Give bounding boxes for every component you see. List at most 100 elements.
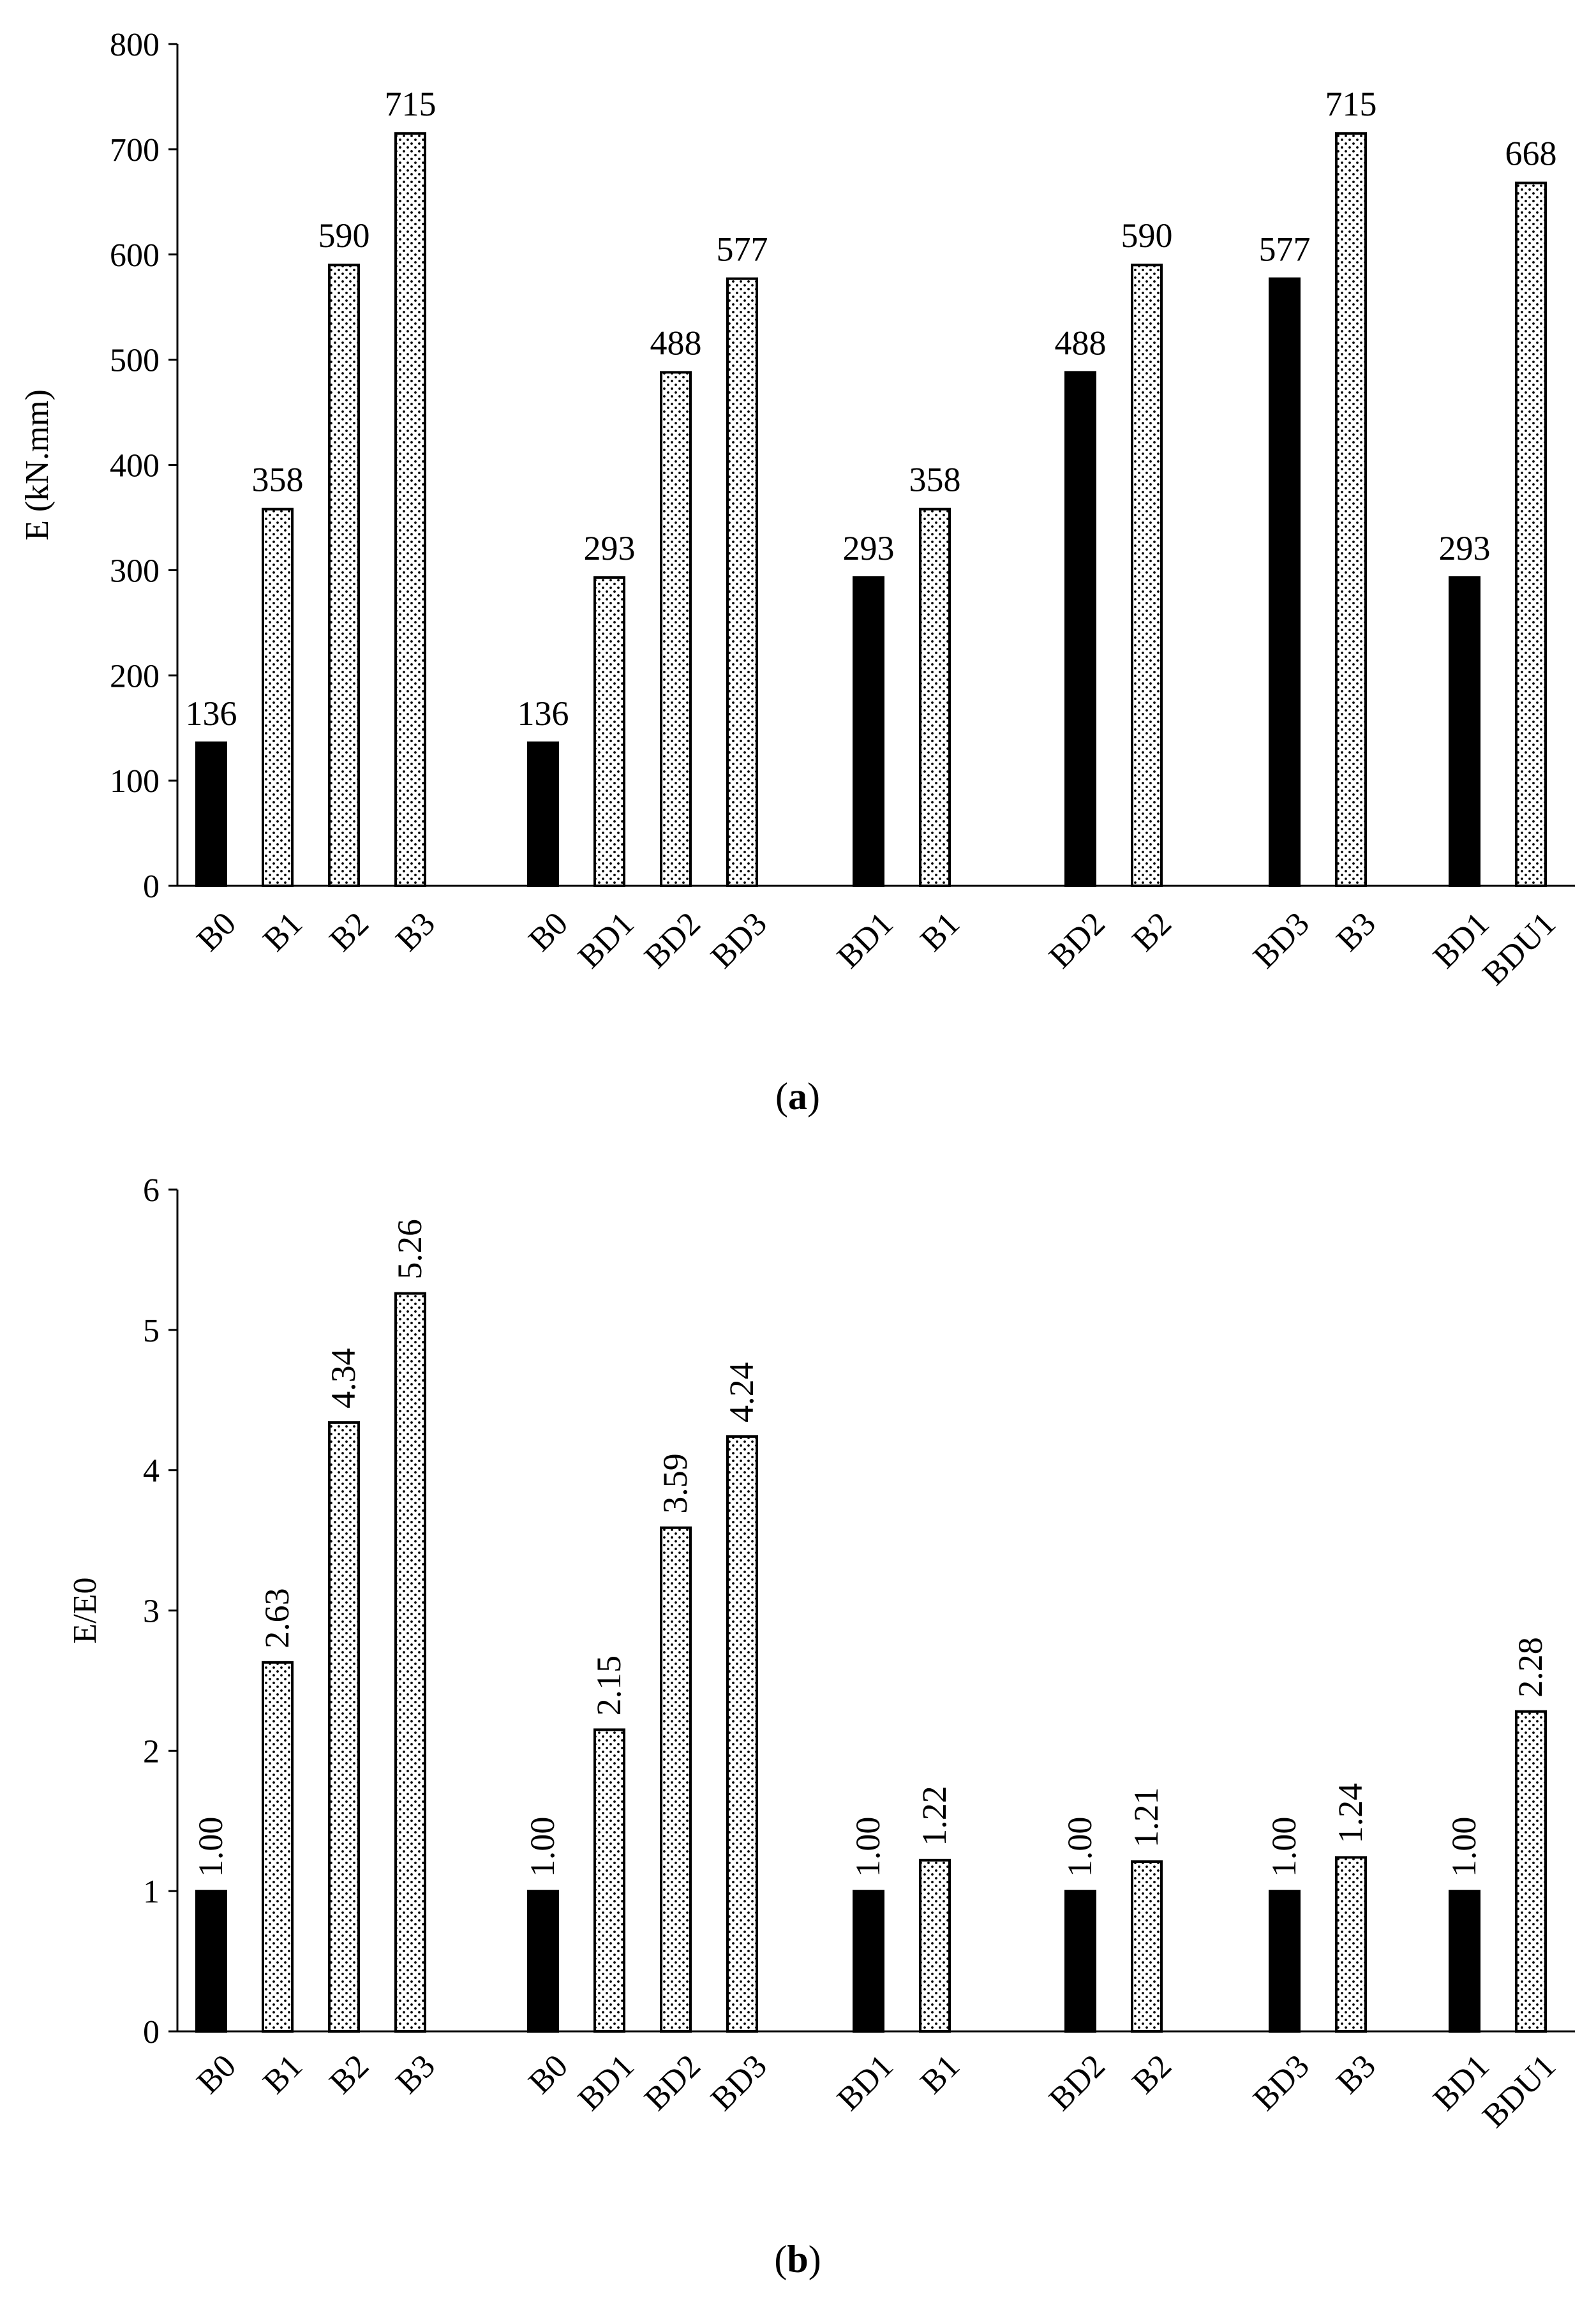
y-tick-label: 300 <box>110 553 160 589</box>
y-tick-label: 2 <box>143 1733 160 1770</box>
data-label: 1.00 <box>523 1817 562 1878</box>
data-label: 2.63 <box>258 1588 296 1648</box>
x-category-label: B2 <box>1126 2048 1179 2101</box>
data-label: 1.00 <box>191 1817 230 1878</box>
bar-dotted <box>660 1526 692 2033</box>
y-tick-label: 400 <box>110 448 160 484</box>
data-label: 1.00 <box>849 1817 887 1878</box>
caption-letter: b <box>787 2238 808 2280</box>
x-category-label: BD3 <box>1246 2048 1316 2118</box>
y-tick-label: 200 <box>110 658 160 694</box>
x-category-label: BD1 <box>571 2048 641 2118</box>
y-tick-label: 100 <box>110 763 160 800</box>
panel-caption: (b) <box>774 2238 821 2280</box>
bar-dotted <box>394 1292 426 2033</box>
x-category-label: B1 <box>257 906 310 959</box>
x-category-label: BD1 <box>830 2048 900 2118</box>
data-label: 715 <box>385 85 436 123</box>
bar-solid <box>1064 1890 1096 2033</box>
y-tick-label: 0 <box>143 2014 160 2051</box>
data-label: 590 <box>318 216 370 255</box>
bar-dotted <box>726 1435 758 2033</box>
bar-dotted <box>593 576 625 887</box>
data-label: 358 <box>909 461 961 499</box>
bar-solid <box>527 741 559 888</box>
x-category-label: B3 <box>1330 2048 1383 2101</box>
y-tick-label: 600 <box>110 237 160 274</box>
bar-dotted <box>1515 1710 1547 2033</box>
y-tick-label: 700 <box>110 132 160 168</box>
data-label: 577 <box>717 230 768 269</box>
data-label: 1.24 <box>1331 1783 1369 1844</box>
data-label: 5.26 <box>391 1219 429 1280</box>
data-label: 488 <box>650 324 702 362</box>
y-tick-label: 800 <box>110 27 160 63</box>
x-category-label: B1 <box>914 2048 967 2101</box>
x-category-label: B2 <box>1126 906 1179 959</box>
y-tick-label: 5 <box>143 1313 160 1349</box>
data-label: 1.00 <box>1265 1817 1303 1878</box>
bar-dotted <box>1515 181 1547 887</box>
x-category-label: B1 <box>914 906 967 959</box>
data-label: 4.34 <box>324 1348 362 1409</box>
x-category-label: B3 <box>389 2048 442 2101</box>
y-tick-label: 0 <box>143 869 160 905</box>
x-category-label: BD1 <box>571 906 641 976</box>
x-category-label: BD2 <box>638 2048 708 2118</box>
data-label: 136 <box>186 694 237 733</box>
data-label: 1.00 <box>1061 1817 1099 1878</box>
x-category-label: BD3 <box>704 2048 774 2118</box>
data-label: 590 <box>1121 216 1173 255</box>
data-label: 577 <box>1259 230 1311 269</box>
x-category-label: B3 <box>1330 906 1383 959</box>
y-tick-label: 4 <box>143 1453 160 1490</box>
data-label: 715 <box>1325 85 1377 123</box>
bar-dotted <box>1335 132 1367 887</box>
x-category-label: B1 <box>257 2048 310 2101</box>
y-axis-title: E/E0 <box>67 1578 103 1644</box>
data-label: 4.24 <box>722 1362 761 1423</box>
bar-dotted <box>726 277 758 887</box>
data-label: 3.59 <box>656 1453 694 1514</box>
bar-dotted <box>919 507 951 887</box>
data-label: 358 <box>252 461 304 499</box>
bar-solid <box>1269 277 1301 887</box>
bar-dotted <box>593 1728 625 2033</box>
bar-dotted <box>1131 1860 1163 2033</box>
x-category-label: BD1 <box>830 906 900 976</box>
x-category-label: B3 <box>389 906 442 959</box>
data-label: 136 <box>518 694 569 733</box>
x-category-label: B2 <box>323 2048 376 2101</box>
bar-dotted <box>328 1421 360 2033</box>
bar-dotted <box>1131 264 1163 887</box>
data-label: 293 <box>1439 529 1491 567</box>
data-label: 668 <box>1505 135 1557 173</box>
bar-solid <box>1064 371 1096 887</box>
x-category-label: BD2 <box>638 906 708 976</box>
y-axis-title: E (kN.mm) <box>19 389 56 541</box>
bar-solid <box>1449 576 1480 887</box>
x-category-label: B2 <box>323 906 376 959</box>
caption-open: ( <box>775 1075 788 1117</box>
bar-dotted <box>328 264 360 887</box>
bar-solid <box>853 576 884 887</box>
data-label: 1.22 <box>915 1786 953 1846</box>
x-category-label: BD3 <box>1246 906 1316 976</box>
data-label: 2.28 <box>1511 1637 1549 1698</box>
y-tick-label: 1 <box>143 1874 160 1910</box>
data-label: 2.15 <box>590 1655 628 1716</box>
x-category-label: B0 <box>190 906 243 959</box>
y-tick-label: 3 <box>143 1594 160 1630</box>
bar-dotted <box>660 371 692 887</box>
bar-solid <box>853 1890 884 2033</box>
y-tick-label: 500 <box>110 343 160 379</box>
x-category-label: BD2 <box>1042 2048 1112 2118</box>
caption-open: ( <box>774 2238 787 2280</box>
bar-dotted <box>1335 1856 1367 2033</box>
bar-solid <box>1269 1890 1301 2033</box>
panel-b-chart: 0 1 2 3 4 5 6 E/E0 1.00 B0 2.63 B1 4.34 B2 5.26 B3 1.00 B… <box>67 1172 1575 2280</box>
x-category-label: B0 <box>522 2048 575 2101</box>
caption-close: ) <box>807 1075 820 1117</box>
caption-close: ) <box>809 2238 821 2280</box>
bar-solid <box>1449 1890 1480 2033</box>
